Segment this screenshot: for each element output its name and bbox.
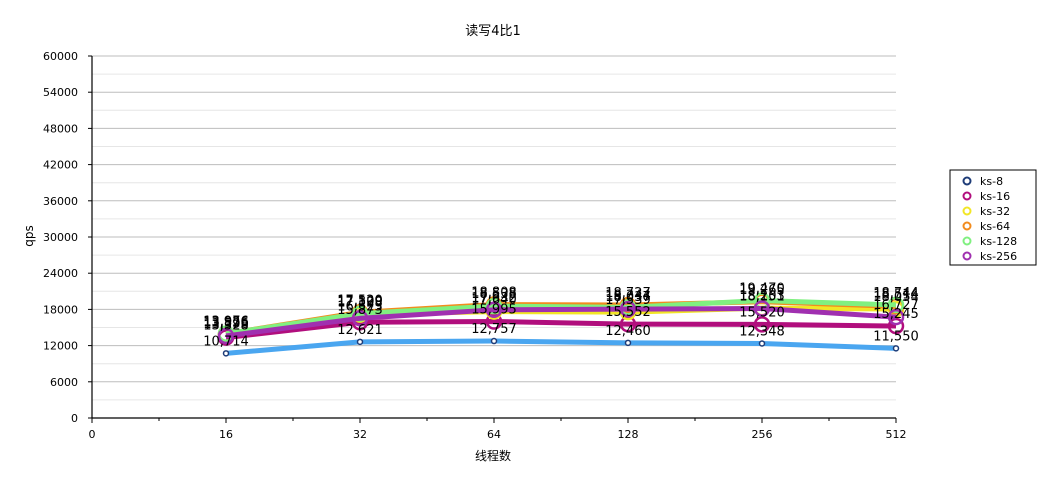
data-label-ks-8: 10,714 (203, 334, 249, 349)
data-label-ks-8: 12,757 (471, 322, 517, 337)
y-tick-label: 42000 (43, 159, 78, 172)
y-tick-label: 0 (71, 412, 78, 425)
x-tick-label: 256 (752, 428, 773, 441)
data-point-ks-8 (624, 339, 632, 347)
data-label-ks-128: 18,344 (605, 288, 651, 303)
x-tick-label: 32 (353, 428, 367, 441)
y-tick-label: 54000 (43, 86, 78, 99)
series-line-ks-256 (225, 305, 897, 339)
data-label-ks-8: 12,621 (337, 323, 383, 338)
data-label-ks-256: 17,932 (471, 291, 517, 306)
data-point-ks-8 (356, 338, 364, 346)
data-point-ks-256 (619, 300, 637, 318)
data-label-ks-16: 13,328 (203, 319, 249, 334)
data-point-ks-256 (217, 327, 235, 345)
data-label-ks-64: 19,265 (739, 283, 785, 298)
data-label-ks-8: 11,550 (873, 329, 919, 344)
legend-item-ks-32: ks-32 (980, 205, 1010, 218)
data-point-ks-256 (351, 310, 369, 327)
series-line-ks-8 (225, 338, 897, 356)
data-label-ks-64: 18,727 (605, 286, 651, 301)
legend-marker-ks-8 (962, 176, 972, 186)
data-label-ks-256: 18,037 (605, 290, 651, 305)
x-tick-label: 128 (618, 428, 639, 441)
data-label-ks-16: 15,552 (605, 305, 651, 320)
x-tick-label: 0 (89, 428, 96, 441)
data-label-ks-128: 18,744 (873, 286, 919, 301)
data-label-ks-16: 15,873 (337, 303, 383, 318)
data-label-ks-32: 18,054 (873, 290, 919, 305)
data-point-ks-8 (758, 340, 766, 347)
legend-box (949, 169, 1037, 266)
series-group (217, 292, 905, 357)
x-tick-label: 16 (219, 428, 233, 441)
y-tick-label: 36000 (43, 195, 78, 208)
y-tick-label: 30000 (43, 231, 78, 244)
series-line-ks-128 (225, 298, 897, 337)
data-point-ks-16 (485, 313, 503, 330)
data-label-ks-256: 13,596 (203, 317, 249, 332)
data-label-ks-16: 15,995 (471, 302, 517, 317)
grid (92, 55, 896, 401)
data-label-ks-128: 19,470 (739, 282, 785, 297)
data-label-ks-32: 17,539 (605, 293, 651, 308)
y-axis-label: qps (22, 225, 36, 247)
data-point-ks-256 (887, 308, 905, 326)
data-label-ks-64: 18,808 (471, 286, 517, 301)
x-tick-label: 512 (886, 428, 907, 441)
legend-marker-ks-256 (962, 251, 972, 261)
data-label-ks-8: 12,460 (605, 324, 651, 339)
legend-marker-ks-128 (962, 236, 972, 246)
data-label-ks-128: 17,309 (337, 295, 383, 310)
data-label-ks-64: 18,514 (873, 287, 919, 302)
y-tick-label: 48000 (43, 122, 78, 135)
data-label-ks-32: 17,640 (471, 293, 517, 308)
y-tick-label: 12000 (43, 340, 78, 353)
y-tick-label: 24000 (43, 267, 78, 280)
axes: 0 6000 12000 18000 24000 30000 36000 42000 48000… (43, 50, 907, 441)
data-label-ks-256: 16,727 (873, 298, 919, 313)
data-label-ks-16: 15,520 (739, 305, 785, 320)
data-point-ks-16 (887, 317, 905, 335)
chart-title: 读写4比1 (465, 24, 521, 39)
data-point-ks-16 (753, 316, 771, 333)
legend[interactable]: ks-8 ks-16 ks-32 ks-64 ks-128 ks-256 (949, 169, 1037, 266)
series-line-ks-16 (225, 318, 897, 341)
data-label-ks-128: 18,538 (471, 287, 517, 302)
x-tick-label: 64 (487, 428, 501, 441)
data-label-ks-32: 18,203 (739, 289, 785, 304)
data-label-ks-256: 16,523 (337, 299, 383, 314)
data-label-ks-32: 13,826 (203, 316, 249, 331)
data-point-ks-256 (485, 301, 503, 319)
data-label-ks-64: 17,520 (337, 293, 383, 308)
data-label-ks-8: 12,348 (739, 325, 785, 340)
data-point-ks-256 (753, 300, 771, 317)
data-label-ks-16: 15,245 (873, 307, 919, 322)
data-label-ks-256: 18,151 (739, 289, 785, 304)
legend-marker-ks-64 (962, 221, 972, 231)
data-point-ks-128 (887, 296, 905, 314)
legend-item-ks-16: ks-16 (980, 190, 1010, 203)
legend-item-ks-8: ks-8 (980, 175, 1003, 188)
data-point-ks-8 (222, 350, 230, 357)
y-tick-label: 6000 (50, 376, 78, 389)
legend-marker-ks-16 (962, 191, 972, 201)
legend-item-ks-256: ks-256 (980, 250, 1017, 263)
data-point-ks-8 (892, 345, 900, 352)
legend-item-ks-64: ks-64 (980, 220, 1010, 233)
y-tick-label: 60000 (43, 50, 78, 63)
y-tick-label: 18000 (43, 303, 78, 316)
legend-item-ks-128: ks-128 (980, 235, 1017, 248)
legend-marker-ks-32 (962, 206, 972, 216)
data-label-ks-32: 17,128 (337, 296, 383, 311)
data-labels: 10,714 12,621 12,757 12,460 12,348 11,550 13,3… (203, 282, 919, 350)
data-point-ks-8 (490, 337, 498, 345)
data-label-ks-128: 13,976 (203, 315, 249, 330)
data-label-ks-64: 13,956 (203, 315, 249, 330)
x-axis-label: 线程数 (475, 448, 511, 463)
